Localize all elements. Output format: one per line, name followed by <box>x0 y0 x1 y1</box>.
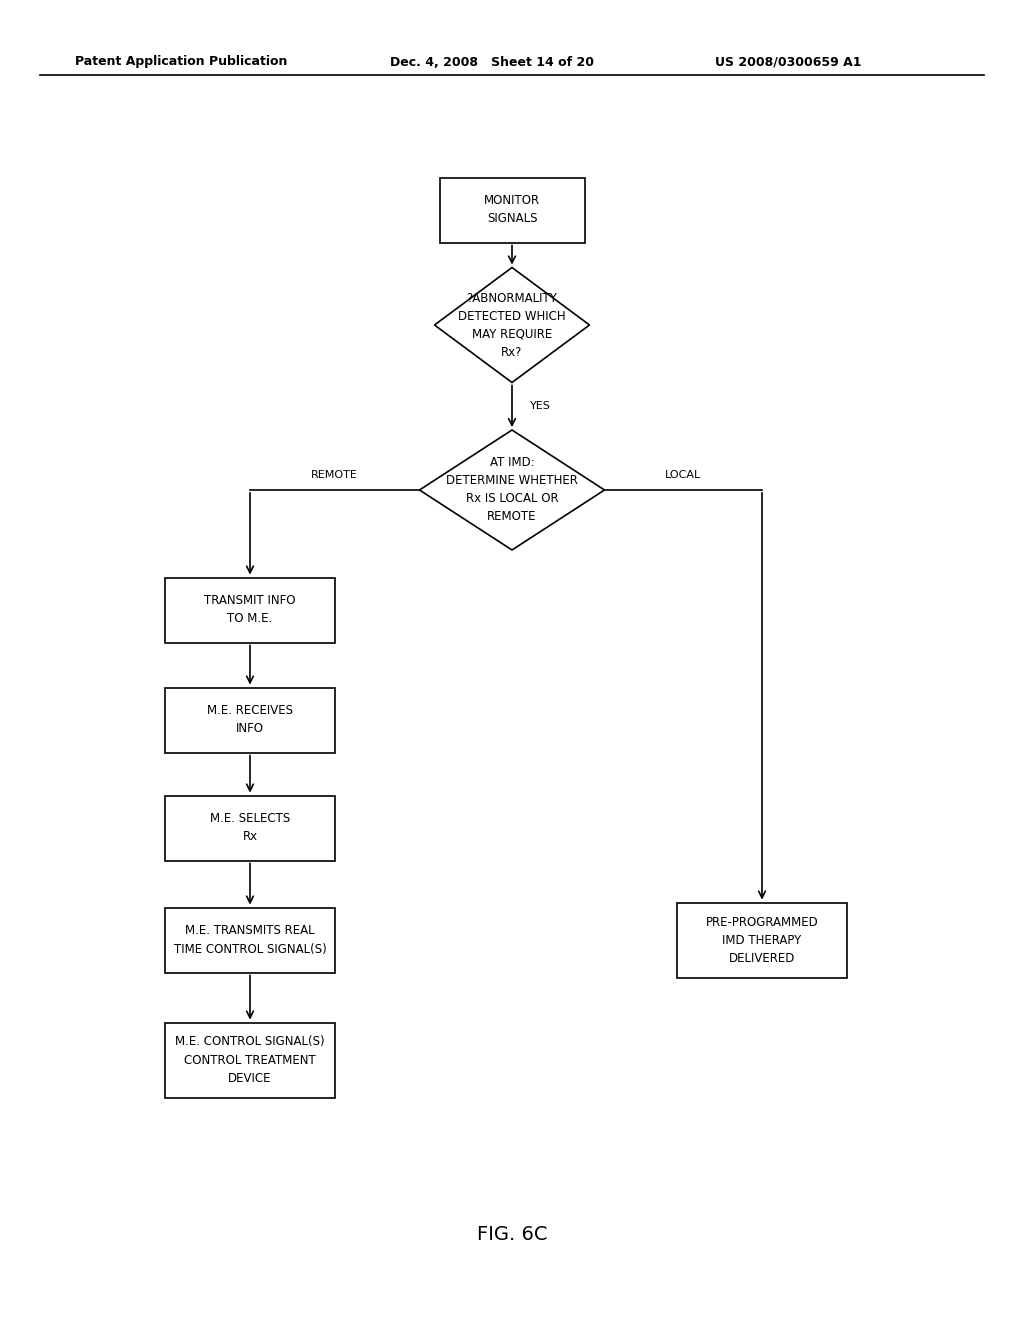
FancyBboxPatch shape <box>439 177 585 243</box>
Text: MONITOR
SIGNALS: MONITOR SIGNALS <box>484 194 540 226</box>
Text: Dec. 4, 2008   Sheet 14 of 20: Dec. 4, 2008 Sheet 14 of 20 <box>390 55 594 69</box>
Text: PRE-PROGRAMMED
IMD THERAPY
DELIVERED: PRE-PROGRAMMED IMD THERAPY DELIVERED <box>706 916 818 965</box>
Text: M.E. RECEIVES
INFO: M.E. RECEIVES INFO <box>207 705 293 735</box>
Text: M.E. CONTROL SIGNAL(S)
CONTROL TREATMENT
DEVICE: M.E. CONTROL SIGNAL(S) CONTROL TREATMENT… <box>175 1035 325 1085</box>
Text: US 2008/0300659 A1: US 2008/0300659 A1 <box>715 55 861 69</box>
Polygon shape <box>420 430 604 550</box>
Polygon shape <box>434 268 590 383</box>
FancyBboxPatch shape <box>165 908 335 973</box>
Text: LOCAL: LOCAL <box>666 470 701 480</box>
Text: REMOTE: REMOTE <box>311 470 358 480</box>
FancyBboxPatch shape <box>165 1023 335 1097</box>
Text: M.E. TRANSMITS REAL
TIME CONTROL SIGNAL(S): M.E. TRANSMITS REAL TIME CONTROL SIGNAL(… <box>174 924 327 956</box>
Text: Patent Application Publication: Patent Application Publication <box>75 55 288 69</box>
Text: YES: YES <box>530 401 551 412</box>
Text: TRANSMIT INFO
TO M.E.: TRANSMIT INFO TO M.E. <box>204 594 296 626</box>
FancyBboxPatch shape <box>677 903 847 978</box>
FancyBboxPatch shape <box>165 688 335 752</box>
Text: FIG. 6C: FIG. 6C <box>477 1225 547 1245</box>
Text: M.E. SELECTS
Rx: M.E. SELECTS Rx <box>210 813 290 843</box>
FancyBboxPatch shape <box>165 796 335 861</box>
Text: ?ABNORMALITY
DETECTED WHICH
MAY REQUIRE
Rx?: ?ABNORMALITY DETECTED WHICH MAY REQUIRE … <box>458 292 566 359</box>
FancyBboxPatch shape <box>165 578 335 643</box>
Text: AT IMD:
DETERMINE WHETHER
Rx IS LOCAL OR
REMOTE: AT IMD: DETERMINE WHETHER Rx IS LOCAL OR… <box>446 457 578 524</box>
